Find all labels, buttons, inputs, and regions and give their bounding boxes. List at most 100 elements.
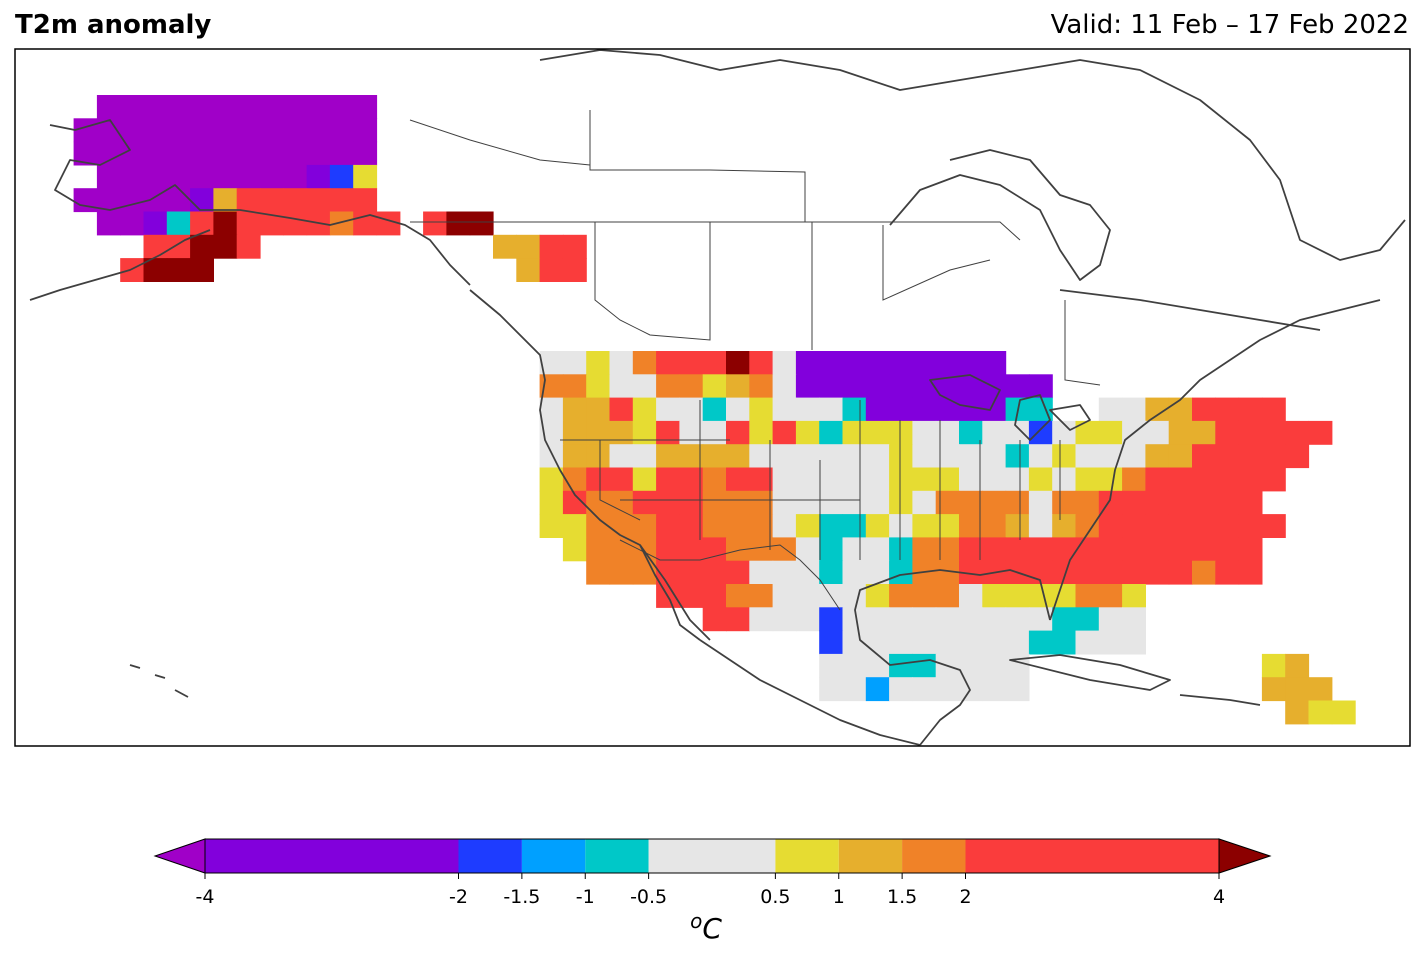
anomaly-cell <box>1285 420 1310 445</box>
anomaly-cell <box>1098 467 1123 492</box>
anomaly-cell <box>562 514 587 538</box>
colorbar-under-extension <box>153 838 206 874</box>
anomaly-cell <box>213 118 238 143</box>
anomaly-cell <box>562 374 587 399</box>
anomaly-cell <box>96 164 121 189</box>
anomaly-cell <box>679 490 704 515</box>
anomaly-cell <box>260 164 284 189</box>
anomaly-cell <box>1145 420 1170 445</box>
anomaly-cell <box>1238 537 1263 562</box>
anomaly-cell <box>190 234 214 259</box>
anomaly-cell <box>959 537 983 562</box>
colorbar-segment <box>902 839 966 873</box>
manitoba-ontario-border <box>882 225 991 301</box>
anomaly-cell <box>632 490 657 515</box>
anomaly-cell <box>982 607 1007 632</box>
anomaly-cell <box>912 677 937 702</box>
anomaly-cell <box>865 677 890 702</box>
anomaly-cell <box>190 258 214 282</box>
political-borders <box>409 110 1101 611</box>
colorbar-tick-label: -2 <box>449 886 468 908</box>
anomaly-cell <box>819 374 844 399</box>
anomaly-cell <box>865 420 890 445</box>
anomaly-cell <box>889 444 913 469</box>
anomaly-cell <box>1261 653 1286 678</box>
ontario-quebec-border <box>1064 300 1101 386</box>
anomaly-cell <box>1005 584 1030 608</box>
anomaly-cell <box>959 374 983 399</box>
anomaly-cell <box>143 141 168 166</box>
anomaly-cell <box>632 397 657 422</box>
anomaly-cell <box>795 560 820 585</box>
anomaly-cell <box>889 560 913 585</box>
anomaly-cell <box>679 420 704 445</box>
anomaly-cell <box>702 560 727 585</box>
anomaly-cell <box>982 467 1007 492</box>
gulf-coast <box>854 569 1051 746</box>
anomaly-cell <box>586 351 611 375</box>
colorbar-outline <box>204 838 1220 874</box>
anomaly-cell <box>1005 374 1030 399</box>
anomaly-cell <box>935 607 960 632</box>
anomaly-cell <box>726 397 750 422</box>
anomaly-cell <box>236 164 261 189</box>
anomaly-cell <box>749 397 774 422</box>
anomaly-cell <box>586 444 611 469</box>
anomaly-cell <box>702 607 727 632</box>
anomaly-cell <box>772 490 797 515</box>
anomaly-cell <box>1192 444 1216 469</box>
anomaly-cell <box>982 677 1007 702</box>
anomaly-cell <box>842 374 867 399</box>
anomaly-cell <box>1192 490 1216 515</box>
anomaly-cell <box>679 584 704 608</box>
anomaly-cell <box>726 374 750 399</box>
anomaly-cell <box>1145 444 1170 469</box>
anomaly-cell <box>656 420 680 445</box>
anomaly-cell <box>166 141 191 166</box>
anomaly-cell <box>889 584 913 608</box>
anomaly-cell <box>632 514 657 538</box>
colorbar-tick-label: -4 <box>196 886 215 908</box>
anomaly-cell <box>329 188 354 213</box>
anomaly-cell <box>772 607 797 632</box>
anomaly-cell <box>865 351 890 375</box>
anomaly-cell <box>726 560 750 585</box>
anomaly-cell <box>1192 560 1216 585</box>
anomaly-cell <box>586 397 611 422</box>
anomaly-cell <box>959 560 983 585</box>
anomaly-cell <box>1145 397 1170 422</box>
anomaly-cell <box>1168 490 1193 515</box>
anomaly-cell <box>865 537 890 562</box>
anomaly-cell <box>959 351 983 375</box>
anomaly-cell <box>935 374 960 399</box>
anomaly-cell <box>819 467 844 492</box>
anomaly-cell <box>353 95 378 119</box>
anomaly-cell <box>1028 397 1053 422</box>
anomaly-cell <box>1052 514 1077 538</box>
colorbar-tick-label: 1.5 <box>887 886 917 908</box>
anomaly-cell <box>306 141 331 166</box>
anomaly-cell <box>935 490 960 515</box>
anomaly-cell <box>1261 514 1286 538</box>
anomaly-cell <box>283 95 308 119</box>
anomaly-cell <box>889 630 913 655</box>
anomaly-cell <box>1028 584 1053 608</box>
anomaly-cell <box>795 467 820 492</box>
anomaly-cell <box>632 444 657 469</box>
anomaly-cell <box>1098 397 1123 422</box>
anomaly-cell <box>1145 467 1170 492</box>
anomaly-cell <box>982 444 1007 469</box>
anomaly-cell <box>726 351 750 375</box>
anomaly-cell <box>1098 630 1123 655</box>
anomaly-cell <box>656 560 680 585</box>
anomaly-cell <box>889 607 913 632</box>
anomaly-cell <box>329 211 354 236</box>
anomaly-cell <box>865 630 890 655</box>
anomaly-cell <box>166 164 191 189</box>
anomaly-cell <box>819 397 844 422</box>
anomaly-cell <box>236 234 261 259</box>
anomaly-cell <box>1098 607 1123 632</box>
anomaly-cell <box>1052 537 1077 562</box>
anomaly-cell <box>236 188 261 213</box>
anomaly-cell <box>842 351 867 375</box>
